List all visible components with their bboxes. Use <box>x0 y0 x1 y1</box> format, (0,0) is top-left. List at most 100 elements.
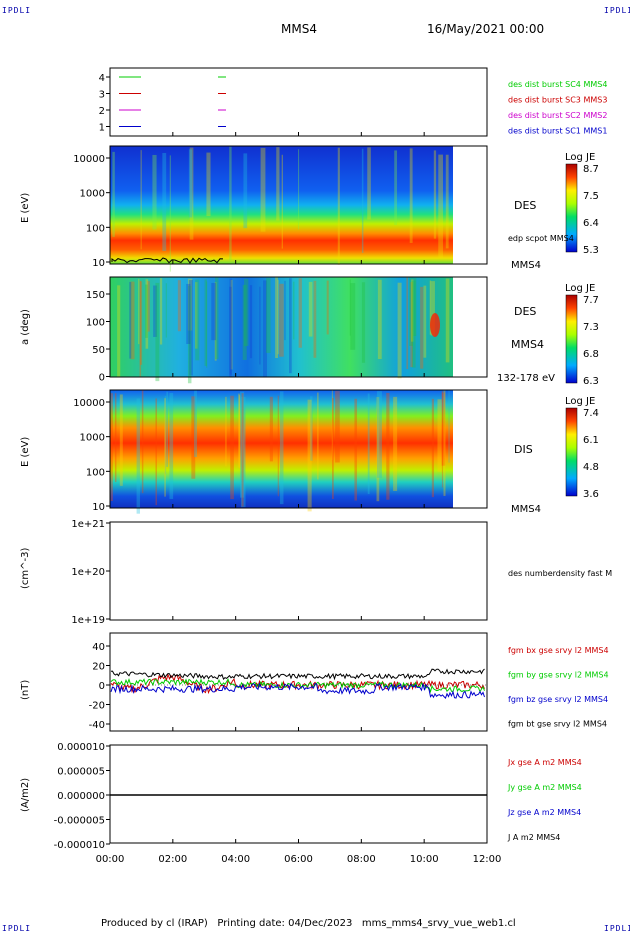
colorbar-tick-label: 7.5 <box>583 191 599 202</box>
colorbar-tick-label: 6.8 <box>583 349 599 360</box>
colorbar <box>565 163 578 253</box>
des-pitch-streak <box>411 280 416 368</box>
des-energy-streak <box>162 152 167 251</box>
dis-energy-streak <box>141 390 144 494</box>
x-tick-label: 06:00 <box>284 854 313 865</box>
logo-bottom-right: IPDLI <box>604 924 630 933</box>
y-tick-label: 1e+21 <box>71 519 105 530</box>
des-energy-streak <box>169 155 171 272</box>
legend-burst: des dist burst SC3 MMS3 <box>508 96 607 105</box>
dis-energy-streak <box>164 395 167 475</box>
y-tick-label: 1000 <box>80 433 105 444</box>
des-pitch-streak <box>266 278 271 353</box>
x-tick-label: 10:00 <box>410 854 439 865</box>
y-tick-label: 1e+20 <box>71 567 105 578</box>
dis-energy-streak <box>431 398 435 498</box>
bz-trace <box>110 682 485 700</box>
des-pitch-streak <box>129 281 132 359</box>
des-energy-streak <box>152 154 157 230</box>
des-energy-streak <box>361 148 364 253</box>
y-axis-label: a (deg) <box>20 309 31 345</box>
y-tick-label: 100 <box>86 467 105 478</box>
des-pitch-streak <box>138 278 140 345</box>
dis-energy-streak <box>393 396 398 491</box>
des-pitch-streak <box>206 281 208 368</box>
dis-energy-streak <box>354 398 358 501</box>
panel-frame <box>109 744 488 844</box>
y-tick-label: 0 <box>99 681 105 692</box>
dis-energy-streak <box>269 396 273 462</box>
dis-energy-streak <box>119 394 123 486</box>
logo-bottom-left: IPDLI <box>2 924 32 933</box>
des-energy-streak <box>229 146 232 261</box>
des-pitch-streak <box>153 285 158 337</box>
y-tick-label: 1 <box>99 123 105 134</box>
des-pitch-streak <box>275 277 278 359</box>
des-energy-streak <box>433 150 437 239</box>
dis-energy-streak <box>238 393 240 468</box>
x-tick-label: 02:00 <box>158 854 187 865</box>
colorbar-title: Log JE <box>565 152 595 163</box>
des-pitch-streak <box>230 279 233 370</box>
des-pitch-streak <box>186 283 191 345</box>
y-tick-label: 10 <box>92 502 105 513</box>
colorbar-tick-label: 3.6 <box>583 489 599 500</box>
y-tick-label: 1e+19 <box>71 615 105 626</box>
des-pitch-streak <box>308 281 313 337</box>
colorbar-tick-label: 7.7 <box>583 295 599 306</box>
dis-energy-streak <box>191 396 196 479</box>
colorbar-tick-label: 5.3 <box>583 245 599 256</box>
des-energy-streak <box>367 147 371 220</box>
dis-energy-streak <box>310 396 313 461</box>
y-tick-label: 50 <box>92 345 105 356</box>
y-tick-label: 40 <box>92 642 105 653</box>
dis-energy-spectrogram <box>110 390 453 508</box>
colorbar-title: Log JE <box>565 283 595 294</box>
legend-bfield: fgm bx gse srvy l2 MMS4 <box>508 646 609 655</box>
des-pitch-streak <box>229 278 232 375</box>
dis-energy-streak <box>307 399 312 512</box>
dis-energy-streak <box>335 390 340 463</box>
des-energy-streak <box>189 147 194 240</box>
y-tick-label: 0.000005 <box>57 767 105 778</box>
dis-energy-streak <box>240 396 246 508</box>
panel-side-label: DIS <box>514 443 533 456</box>
des-energy-streak <box>281 154 283 249</box>
panel-bottom-label: 132-178 eV <box>497 373 555 384</box>
des-pitch-streak <box>187 278 193 331</box>
des-pitch-streak <box>130 281 135 360</box>
legend-burst: des dist burst SC4 MMS4 <box>508 80 607 89</box>
colorbar-tick-label: 4.8 <box>583 462 599 473</box>
colorbar-tick-label: 6.1 <box>583 435 599 446</box>
des-energy-streak <box>445 154 449 249</box>
des-pitch-streak <box>117 285 121 378</box>
des-pitch-streak <box>155 282 160 382</box>
dis-energy-streak <box>376 391 382 478</box>
des-pitch-streak <box>249 285 253 359</box>
y-tick-label: -0.000010 <box>54 840 105 851</box>
des-pitch-streak <box>409 277 414 346</box>
legend-bfield: fgm bt gse srvy l2 MMS4 <box>508 720 607 729</box>
legend-current: Jy gse A m2 MMS4 <box>507 783 582 792</box>
des-pitch-streak <box>293 281 295 340</box>
des-pitch-streak <box>263 280 267 377</box>
legend-burst: des dist burst SC2 MMS2 <box>508 111 607 120</box>
des-pitch-streak <box>214 282 217 361</box>
des-pitch-streak <box>242 284 247 360</box>
des-pitch-streak <box>430 281 435 336</box>
dis-energy-streak <box>230 395 234 500</box>
legend-bfield: fgm by gse srvy l2 MMS4 <box>508 671 609 680</box>
des-energy-streak <box>140 150 142 250</box>
logo-top-right: IPDLI <box>604 6 630 15</box>
y-tick-label: 4 <box>99 73 105 84</box>
legend-density: des numberdensity fast M <box>508 569 612 578</box>
des-energy-streak <box>206 152 211 217</box>
colorbar-tick-label: 7.3 <box>583 322 599 333</box>
dis-energy-streak <box>331 390 333 460</box>
des-pitch-streak <box>361 282 366 363</box>
legend-current: Jx gse A m2 MMS4 <box>507 758 582 767</box>
x-tick-label: 00:00 <box>96 854 125 865</box>
des-pitch-streak <box>259 286 261 365</box>
des-pitch-streak <box>406 277 409 370</box>
